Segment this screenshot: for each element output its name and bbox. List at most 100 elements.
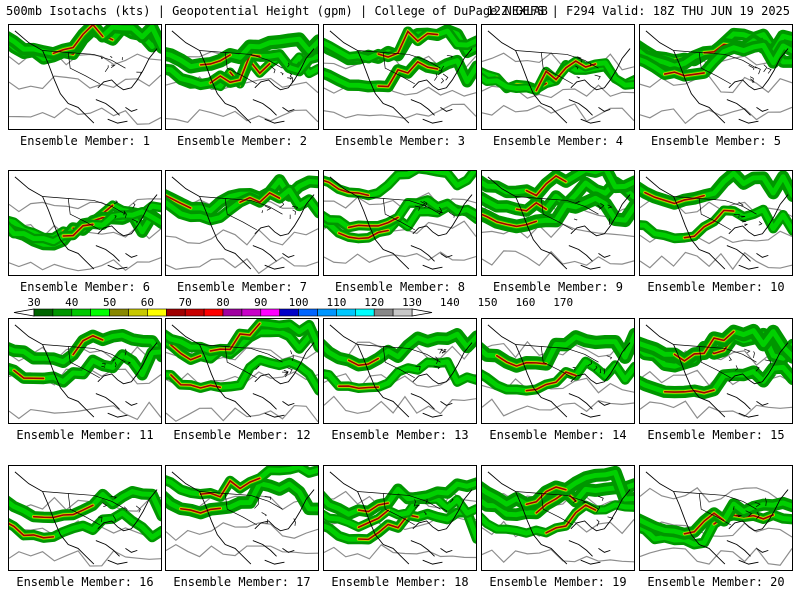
map-image <box>324 324 476 418</box>
ensemble-map-panel <box>165 465 319 571</box>
ensemble-map-panel <box>481 24 635 130</box>
map-image <box>482 30 634 124</box>
colorbar-swatch <box>184 308 205 317</box>
ensemble-map-panel <box>639 465 793 571</box>
colorbar-tick-label: 100 <box>289 296 309 309</box>
ensemble-map-panel <box>8 170 162 276</box>
map-image <box>166 466 318 565</box>
colorbar-swatch <box>203 308 224 317</box>
colorbar-tick-label: 80 <box>216 296 229 309</box>
colorbar-tick-label: 40 <box>65 296 78 309</box>
colorbar-swatch <box>317 308 337 317</box>
colorbar-tick-label: 160 <box>515 296 535 309</box>
ensemble-member-label: Ensemble Member: 3 <box>334 134 466 148</box>
ensemble-map-panel <box>481 465 635 571</box>
ensemble-member-label: Ensemble Member: 7 <box>176 280 308 294</box>
colorbar-tick-label: 120 <box>364 296 384 309</box>
ensemble-member-label: Ensemble Member: 10 <box>647 280 785 294</box>
colorbar-tick-label: 150 <box>478 296 498 309</box>
colorbar-swatch <box>336 308 356 317</box>
map-image <box>640 323 792 419</box>
colorbar-swatch <box>279 308 299 317</box>
ensemble-member-label: Ensemble Member: 20 <box>647 575 785 589</box>
map-image <box>482 324 634 418</box>
colorbar-swatch <box>71 308 92 317</box>
colorbar-swatch <box>354 308 375 317</box>
ensemble-map-panel <box>639 170 793 276</box>
colorbar-right-arrow <box>411 308 433 317</box>
colorbar-swatch <box>109 308 129 317</box>
ensemble-member-label: Ensemble Member: 13 <box>331 428 469 442</box>
ensemble-map-panel <box>323 465 477 571</box>
ensemble-map-panel <box>165 170 319 276</box>
colorbar-tick-label: 140 <box>440 296 460 309</box>
ensemble-map-panel <box>8 24 162 130</box>
colorbar-swatch <box>298 308 318 317</box>
map-image <box>482 171 634 270</box>
ensemble-member-label: Ensemble Member: 8 <box>334 280 466 294</box>
ensemble-map-panel <box>8 318 162 424</box>
colorbar-tick-label: 70 <box>179 296 192 309</box>
map-image <box>324 25 476 124</box>
ensemble-member-label: Ensemble Member: 15 <box>647 428 785 442</box>
map-image <box>9 176 161 272</box>
colorbar-tick-label: 60 <box>141 296 154 309</box>
colorbar-tick-label: 30 <box>27 296 40 309</box>
map-image <box>640 27 792 125</box>
header-title: 500mb Isotachs (kts) | Geopotential Heig… <box>6 4 548 18</box>
map-image <box>324 471 476 565</box>
ensemble-map-panel <box>481 318 635 424</box>
colorbar-swatch <box>90 308 110 317</box>
map-image <box>166 30 318 124</box>
colorbar-tick-label: 50 <box>103 296 116 309</box>
colorbar-swatch <box>147 308 167 317</box>
ensemble-member-label: Ensemble Member: 11 <box>16 428 154 442</box>
ensemble-member-label: Ensemble Member: 1 <box>19 134 151 148</box>
colorbar-swatch <box>392 308 413 317</box>
ensemble-member-label: Ensemble Member: 18 <box>331 575 469 589</box>
map-image <box>166 319 318 423</box>
colorbar-swatch <box>260 308 280 317</box>
ensemble-member-label: Ensemble Member: 4 <box>492 134 624 148</box>
ensemble-member-label: Ensemble Member: 19 <box>489 575 627 589</box>
map-image <box>9 471 161 567</box>
ensemble-member-label: Ensemble Member: 12 <box>173 428 311 442</box>
ensemble-map-panel <box>323 318 477 424</box>
ensemble-member-label: Ensemble Member: 5 <box>650 134 782 148</box>
ensemble-member-label: Ensemble Member: 16 <box>16 575 154 589</box>
colorbar-swatch <box>222 308 243 317</box>
ensemble-map-panel <box>323 24 477 130</box>
ensemble-map-panel <box>323 170 477 276</box>
colorbar-tick-label: 130 <box>402 296 422 309</box>
colorbar-swatch <box>241 308 262 317</box>
map-image <box>640 471 792 566</box>
ensemble-member-label: Ensemble Member: 14 <box>489 428 627 442</box>
map-image <box>640 171 792 271</box>
ensemble-member-label: Ensemble Member: 2 <box>176 134 308 148</box>
colorbar-tick-label: 90 <box>254 296 267 309</box>
ensemble-map-panel <box>481 170 635 276</box>
ensemble-map-panel <box>8 465 162 571</box>
map-image <box>324 171 476 270</box>
colorbar-tick-label: 170 <box>553 296 573 309</box>
map-image <box>166 174 318 275</box>
ensemble-map-panel <box>165 24 319 130</box>
ensemble-member-label: Ensemble Member: 9 <box>492 280 624 294</box>
map-image <box>9 25 161 125</box>
ensemble-map-panel <box>639 318 793 424</box>
colorbar-swatch <box>166 308 186 317</box>
ensemble-member-label: Ensemble Member: 6 <box>19 280 151 294</box>
ensemble-member-label: Ensemble Member: 17 <box>173 575 311 589</box>
colorbar-swatch <box>373 308 394 317</box>
colorbar-swatch <box>128 308 148 317</box>
header-run-info: 12Z GEFS | F294 Valid: 18Z THU JUN 19 20… <box>486 4 790 18</box>
map-image <box>9 324 161 421</box>
ensemble-map-panel <box>639 24 793 130</box>
colorbar-swatch <box>33 308 54 317</box>
colorbar-tick-label: 110 <box>326 296 346 309</box>
ensemble-map-panel <box>165 318 319 424</box>
colorbar-left-arrow <box>13 308 35 317</box>
map-image <box>482 466 634 565</box>
colorbar-swatch <box>52 308 73 317</box>
